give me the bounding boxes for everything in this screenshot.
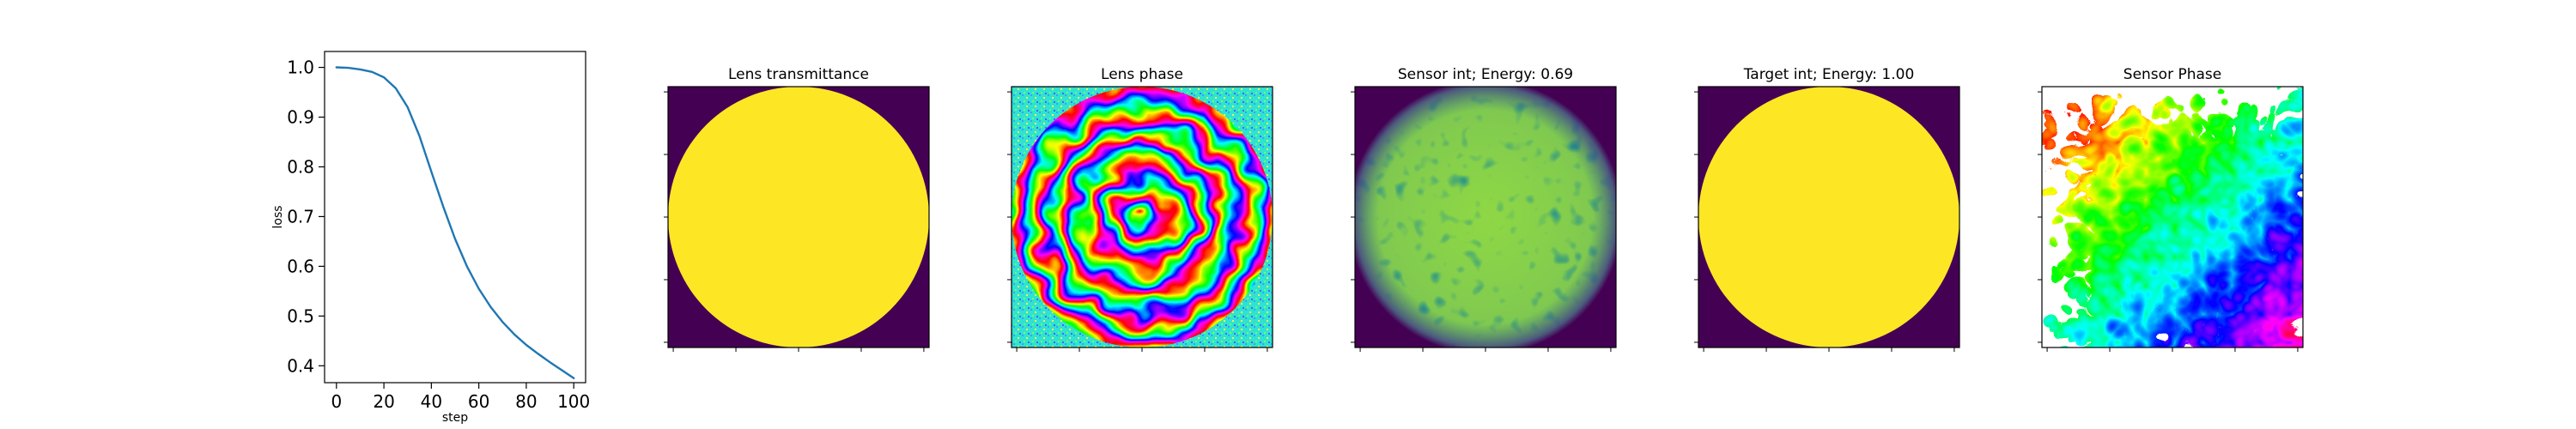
loss-x-tick-label: 20 [373, 391, 394, 412]
loss-plot: 0 20 40 60 80 100 0.4 0.5 0.6 0.7 0.8 0.9 1.0 step l… [271, 51, 590, 425]
loss-plot-frame [324, 51, 586, 384]
loss-x-tick-label: 0 [331, 391, 342, 412]
loss-x-tick-label: 60 [468, 391, 489, 412]
loss-y-tick-label: 0.7 [287, 206, 314, 227]
lens-transmittance-panel: Lens transmittance [667, 66, 930, 348]
sensor-phase-title: Sensor Phase [2123, 66, 2221, 83]
loss-y-tick-label: 0.8 [287, 156, 314, 177]
target-intensity-panel: Target int; Energy: 1.00 [1698, 66, 1960, 348]
loss-y-axis-label: loss [271, 205, 285, 228]
loss-x-tick-label: 40 [421, 391, 442, 412]
sensor-phase-field [2042, 87, 2303, 347]
target-intensity-title: Target int; Energy: 1.00 [1743, 66, 1915, 83]
sensor-intensity-vignette [1355, 87, 1616, 347]
sensor-intensity-panel: Sensor int; Energy: 0.69 [1354, 66, 1617, 348]
lens-phase-rings [1012, 87, 1273, 347]
lens-transmittance-aperture [668, 87, 929, 347]
lens-phase-title: Lens phase [1101, 66, 1183, 83]
loss-x-tick-label: 80 [515, 391, 537, 412]
target-intensity-disk [1698, 87, 1959, 347]
loss-y-tick-label: 0.9 [287, 107, 314, 128]
sensor-intensity-title: Sensor int; Energy: 0.69 [1398, 66, 1573, 83]
loss-y-tick-label: 1.0 [287, 57, 314, 78]
loss-series-line [335, 66, 575, 379]
loss-ticks: 0 20 40 60 80 100 0.4 0.5 0.6 0.7 0.8 0.9 1.0 [287, 57, 590, 412]
sensor-phase-panel: Sensor Phase [2041, 66, 2304, 348]
lens-phase-panel: Lens phase [1011, 66, 1273, 348]
loss-y-tick-label: 0.6 [287, 256, 314, 276]
lens-transmittance-title: Lens transmittance [728, 66, 869, 83]
loss-y-tick-label: 0.4 [287, 355, 314, 376]
image-panel-ticks [664, 91, 2299, 352]
loss-x-tick-label: 100 [557, 391, 590, 412]
loss-x-axis-label: step [442, 411, 468, 425]
loss-y-tick-label: 0.5 [287, 305, 314, 326]
